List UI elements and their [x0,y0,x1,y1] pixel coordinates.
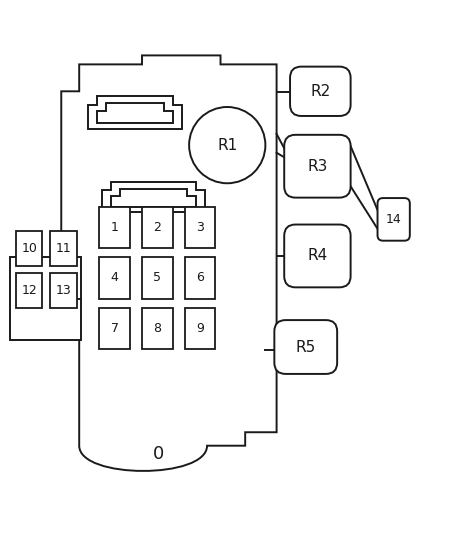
Text: 12: 12 [22,284,37,296]
Text: 10: 10 [22,242,37,255]
Text: 6: 6 [196,271,204,285]
Bar [50,273,76,308]
Text: R2: R2 [310,84,330,99]
FancyBboxPatch shape [284,224,351,287]
FancyBboxPatch shape [274,320,337,374]
Text: 1: 1 [111,221,119,234]
Bar [50,231,76,266]
Text: 11: 11 [56,242,72,255]
Text: 0: 0 [153,445,164,463]
Bar [16,273,42,308]
FancyBboxPatch shape [290,67,351,116]
Text: R3: R3 [307,159,328,173]
Text: 4: 4 [111,271,119,285]
Bar [184,207,215,248]
Bar [184,257,215,299]
Text: R1: R1 [217,137,237,153]
Text: 14: 14 [386,213,401,226]
Bar [142,257,172,299]
Text: R4: R4 [307,249,328,264]
Text: 5: 5 [153,271,161,285]
Bar [184,308,215,349]
Bar [99,207,130,248]
Bar [99,308,130,349]
Bar [9,257,81,340]
Text: 3: 3 [196,221,204,234]
Text: 2: 2 [153,221,161,234]
Text: 7: 7 [111,322,119,335]
Bar [142,207,172,248]
Text: 13: 13 [56,284,72,296]
Text: 8: 8 [153,322,161,335]
Text: R5: R5 [296,339,316,354]
Bar [99,257,130,299]
FancyBboxPatch shape [378,198,410,241]
FancyBboxPatch shape [284,135,351,198]
Bar [142,308,172,349]
Text: 9: 9 [196,322,204,335]
Bar [16,231,42,266]
